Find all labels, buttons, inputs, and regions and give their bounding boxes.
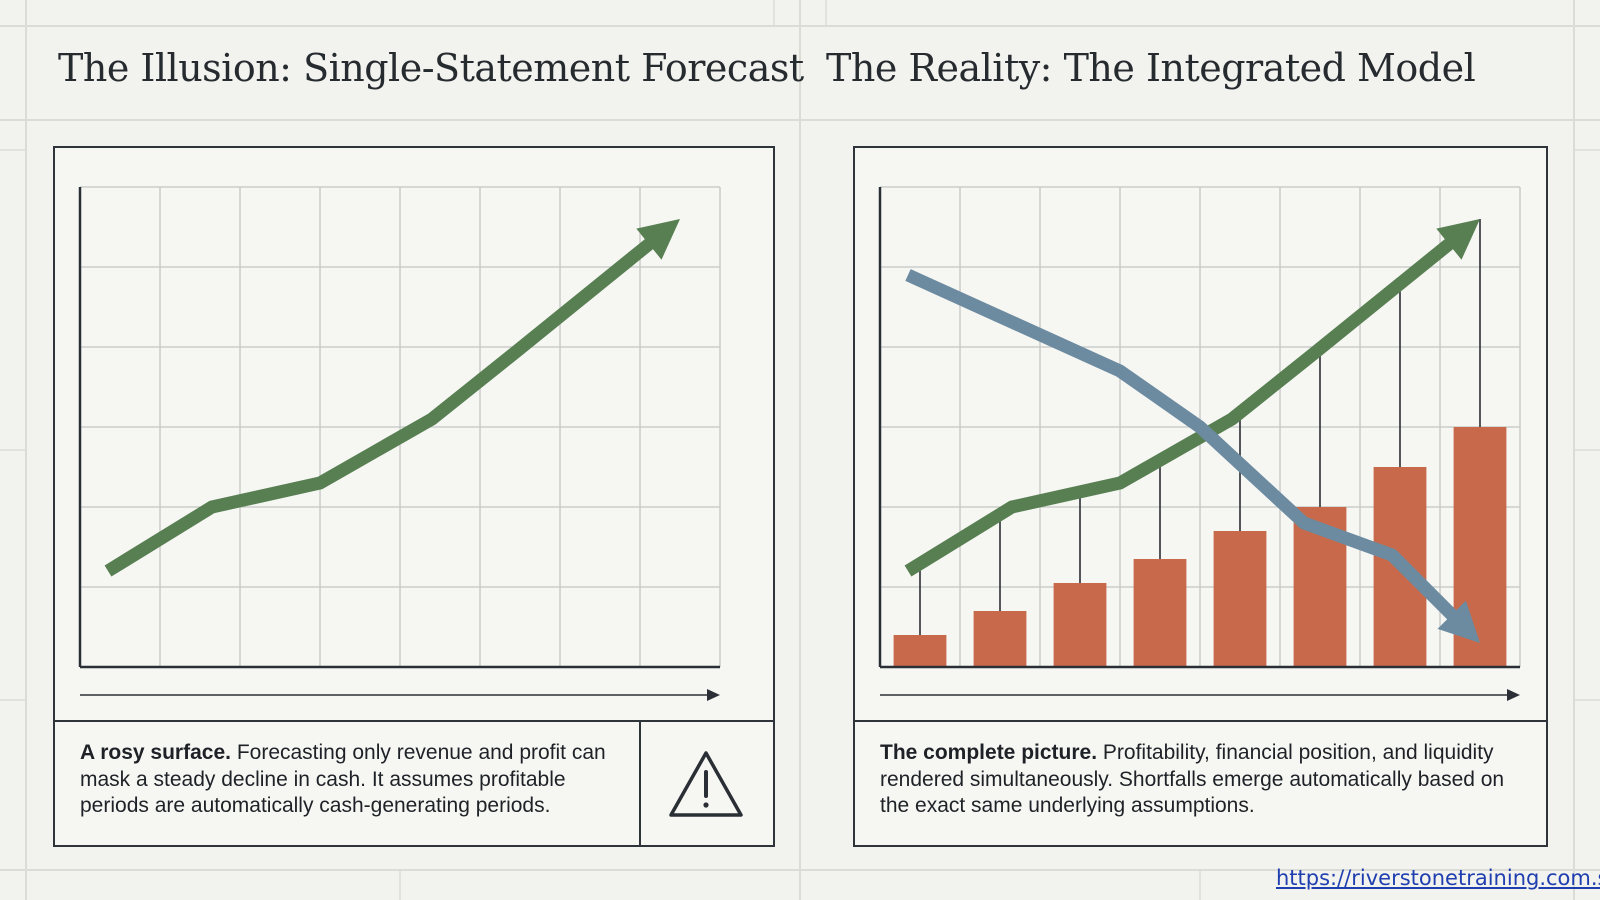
time-axis-arrowhead: [707, 689, 720, 701]
profit-series-line-arrowhead: [636, 219, 680, 260]
bar: [1053, 583, 1107, 667]
warning-triangle-icon: [669, 751, 743, 817]
right-chart: [878, 186, 1521, 701]
right-panel-title: The Reality: The Integrated Model: [826, 46, 1476, 90]
bar: [1213, 531, 1267, 667]
left-panel-frame: [53, 146, 775, 847]
right-caption-text: Profitability, financial position, and l…: [880, 741, 1505, 817]
right-caption: The complete picture. Profitability, fin…: [880, 722, 1530, 844]
left-caption-lead: A rosy surface.: [80, 741, 231, 764]
profit-series-line-arrowhead: [1436, 219, 1480, 260]
bar: [893, 635, 947, 667]
left-panel-title: The Illusion: Single-Statement Forecast: [58, 46, 804, 90]
left-chart: [78, 186, 721, 701]
bar: [1133, 559, 1187, 667]
profit-series-line: [104, 231, 663, 577]
cash-series-line-arrowhead: [1437, 600, 1480, 643]
right-panel: [853, 146, 1548, 847]
right-caption-lead: The complete picture.: [880, 741, 1098, 764]
time-axis-arrowhead: [1507, 689, 1520, 701]
bar: [973, 611, 1027, 667]
left-caption-text: Forecasting only revenue and profit can …: [80, 741, 606, 817]
left-panel: [53, 146, 775, 847]
cash-series-line: [905, 269, 1465, 628]
profit-series-line: [904, 231, 1463, 577]
left-caption: A rosy surface. Forecasting only revenue…: [80, 722, 632, 844]
source-link[interactable]: https://riverstonetraining.com.sg/: [1276, 866, 1600, 890]
